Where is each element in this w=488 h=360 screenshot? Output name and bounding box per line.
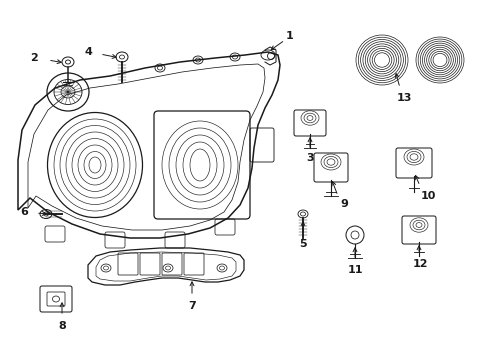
Text: 2: 2	[30, 53, 38, 63]
Text: 6: 6	[20, 207, 28, 217]
Text: 11: 11	[346, 265, 362, 275]
Text: 12: 12	[411, 259, 427, 269]
Text: 8: 8	[58, 321, 66, 331]
Text: 5: 5	[299, 239, 306, 249]
Text: 13: 13	[395, 93, 411, 103]
Text: 4: 4	[84, 47, 92, 57]
Text: 1: 1	[285, 31, 293, 41]
Text: 9: 9	[339, 199, 347, 209]
Text: 7: 7	[188, 301, 196, 311]
Text: 3: 3	[305, 153, 313, 163]
Text: 10: 10	[420, 191, 435, 201]
